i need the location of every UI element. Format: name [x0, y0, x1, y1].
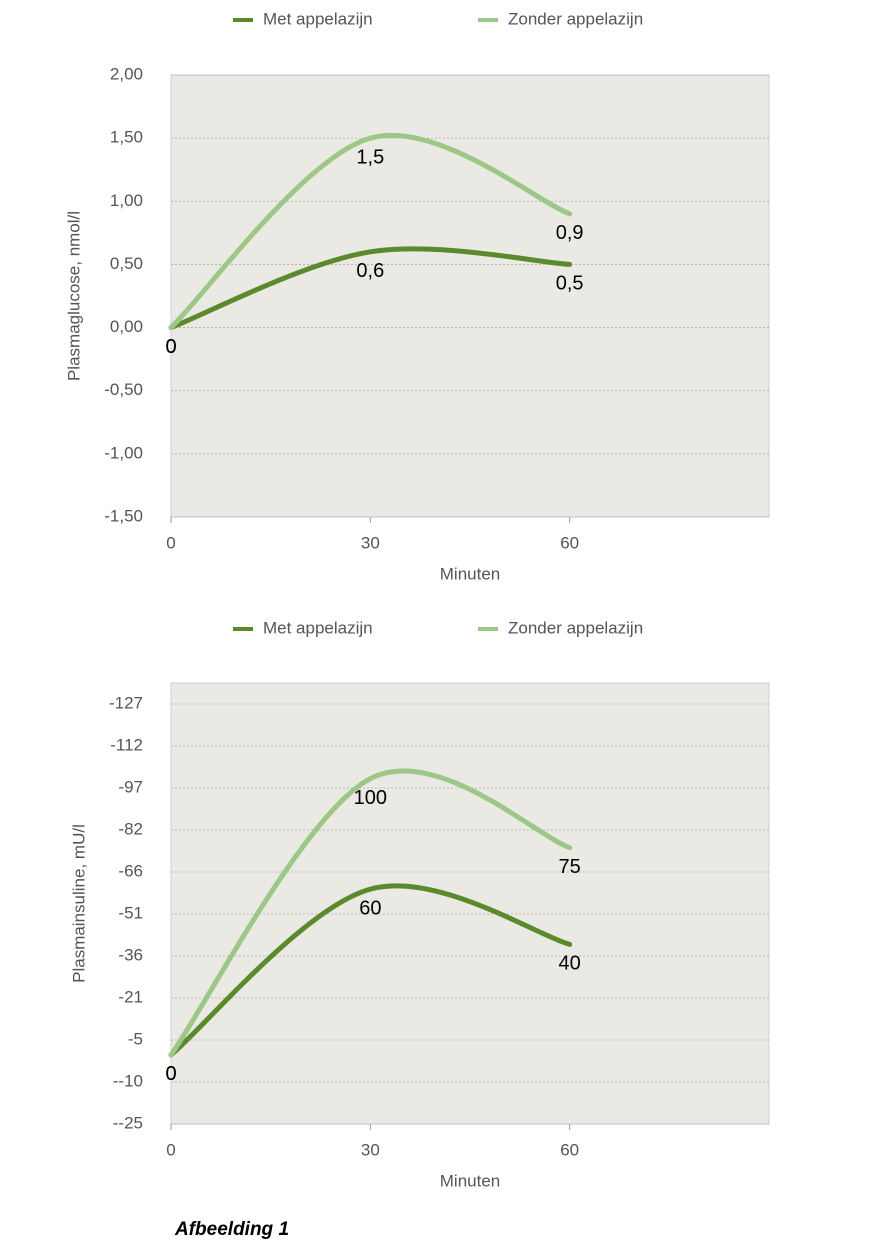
y-tick-label: 2,00 — [110, 64, 143, 83]
y-axis-title: Plasmainsuline, mU/l — [69, 824, 88, 983]
y-tick-label: -36 — [118, 945, 143, 964]
y-tick-label: -1,50 — [104, 506, 143, 525]
y-tick-label: -51 — [118, 903, 143, 922]
y-tick-label: -0,50 — [104, 380, 143, 399]
y-tick-label: -112 — [110, 735, 143, 754]
data-label: 0,5 — [556, 273, 584, 295]
legend-label: Zonder appelazijn — [508, 9, 643, 28]
legend-label: Met appelazijn — [263, 9, 373, 28]
y-tick-label: 0,00 — [110, 317, 143, 336]
data-label: 0 — [165, 336, 176, 358]
y-tick-label: 1,50 — [110, 128, 143, 147]
x-tick-label: 60 — [560, 533, 579, 552]
y-tick-label: -97 — [118, 777, 143, 796]
x-tick-label: 60 — [560, 1140, 579, 1159]
x-tick-label: 30 — [361, 533, 380, 552]
y-tick-label: -127 — [109, 693, 143, 712]
data-label: 0 — [165, 336, 176, 358]
data-label: 1,5 — [356, 146, 384, 168]
data-label: 75 — [559, 856, 581, 878]
x-axis-title: Minuten — [440, 1171, 500, 1190]
y-tick-label: 0,50 — [110, 254, 143, 273]
data-label: 100 — [354, 787, 387, 809]
y-tick-label: -5 — [128, 1029, 143, 1048]
x-tick-label: 30 — [361, 1140, 380, 1159]
y-tick-label: -21 — [118, 987, 143, 1006]
x-tick-label: 0 — [166, 533, 175, 552]
series-line — [168, 246, 573, 331]
y-tick-label: --10 — [113, 1071, 143, 1090]
caption: Afbeelding 1 — [174, 1219, 289, 1240]
y-tick-label: -82 — [118, 819, 143, 838]
x-axis-title: Minuten — [440, 564, 500, 583]
data-label: 0 — [165, 1063, 176, 1085]
y-tick-label: -66 — [118, 861, 143, 880]
x-tick-label: 0 — [166, 1140, 175, 1159]
data-label: 40 — [559, 953, 581, 975]
y-tick-label: --25 — [113, 1113, 143, 1132]
series-line — [168, 132, 573, 331]
data-label: 0,6 — [356, 260, 384, 282]
y-tick-label: 1,00 — [110, 191, 143, 210]
series-line — [168, 883, 573, 1058]
y-tick-label: -1,00 — [104, 443, 143, 462]
data-label: 60 — [359, 897, 381, 919]
plot-area — [170, 74, 770, 518]
data-label: 0,9 — [556, 222, 584, 244]
legend-label: Zonder appelazijn — [508, 618, 643, 637]
data-label: 0 — [165, 1063, 176, 1085]
y-axis-title: Plasmaglucose, nmol/l — [64, 211, 83, 381]
legend-label: Met appelazijn — [263, 618, 373, 637]
series-line — [168, 768, 573, 1058]
